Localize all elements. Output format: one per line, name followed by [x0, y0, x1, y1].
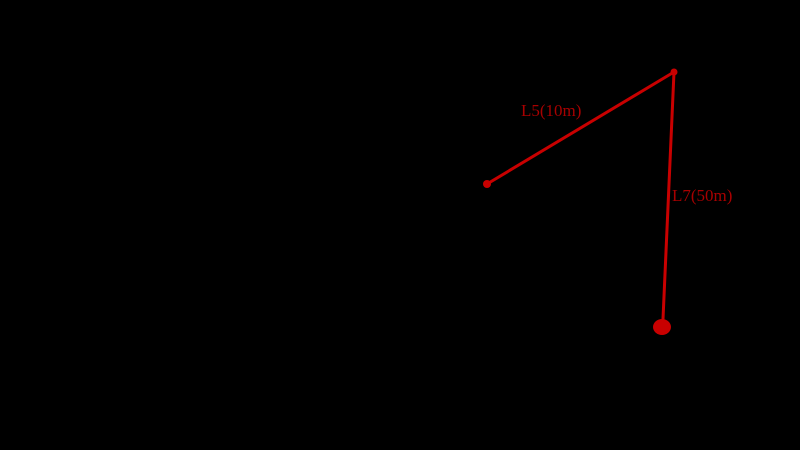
node-left-endpoint[interactable] — [483, 180, 491, 188]
link-l5-label: L5(10m) — [521, 101, 581, 120]
node-bottom[interactable] — [653, 319, 671, 335]
node-top-junction[interactable] — [670, 68, 678, 76]
link-l7-label: L7(50m) — [672, 186, 732, 205]
link-l5-line[interactable] — [485, 70, 676, 186]
link-l7-line[interactable] — [661, 70, 676, 321]
